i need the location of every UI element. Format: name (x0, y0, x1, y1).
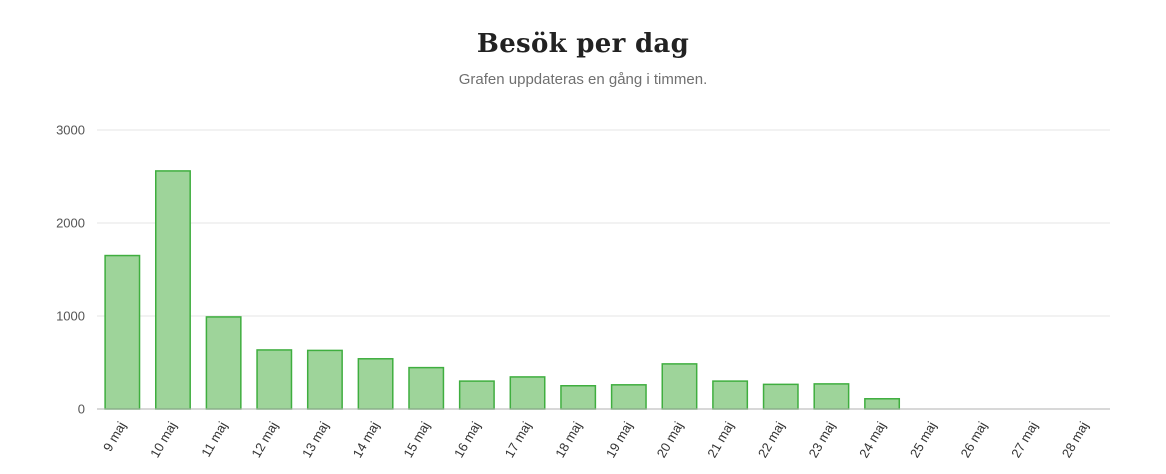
x-tick-label: 24 maj (856, 419, 889, 460)
bar[interactable] (610, 384, 647, 410)
x-tick-label: 23 maj (806, 419, 839, 460)
bar[interactable] (864, 398, 901, 410)
x-tick-label: 10 maj (147, 419, 180, 460)
y-tick-label: 2000 (56, 216, 85, 231)
x-tick-label: 26 maj (957, 419, 990, 460)
x-tick-label: 14 maj (350, 419, 383, 460)
bar[interactable] (560, 385, 597, 410)
x-tick-label: 21 maj (704, 419, 737, 460)
x-tick-label: 15 maj (400, 419, 433, 460)
chart-subtitle: Grafen uppdateras en gång i timmen. (458, 71, 708, 88)
y-tick-label: 1000 (56, 309, 85, 324)
x-tick-label: 19 maj (603, 419, 636, 460)
x-tick-label: 17 maj (502, 419, 535, 460)
x-tick-label: 18 maj (552, 419, 585, 460)
x-tick-label: 27 maj (1008, 419, 1041, 460)
chart-title: Besök per dag (476, 29, 690, 59)
grid-layer (97, 129, 1110, 317)
x-tick-label: 16 maj (451, 419, 484, 460)
x-tick-label: 22 maj (755, 419, 788, 460)
y-tick-label: 0 (78, 402, 85, 417)
x-tick-label: 28 maj (1059, 419, 1092, 460)
bar[interactable] (661, 363, 698, 410)
bar[interactable] (813, 383, 850, 410)
y-tick-label: 3000 (56, 123, 85, 138)
bar[interactable] (458, 380, 495, 410)
bars-layer (104, 170, 901, 410)
x-tick-label: 9 maj (100, 419, 129, 454)
x-tick-label: 13 maj (299, 419, 332, 460)
bar[interactable] (357, 358, 394, 410)
bar[interactable] (408, 366, 445, 410)
bar[interactable] (205, 316, 242, 410)
x-tick-label: 11 maj (198, 419, 230, 460)
x-tick-label: 12 maj (248, 419, 281, 460)
x-tick-label: 20 maj (654, 419, 687, 460)
bar[interactable] (762, 383, 799, 410)
bar[interactable] (712, 380, 749, 410)
bar[interactable] (509, 376, 546, 410)
bar[interactable] (256, 349, 293, 410)
x-tick-label: 25 maj (907, 419, 940, 460)
bar[interactable] (104, 254, 141, 410)
bar[interactable] (306, 349, 343, 410)
bar[interactable] (155, 170, 191, 410)
